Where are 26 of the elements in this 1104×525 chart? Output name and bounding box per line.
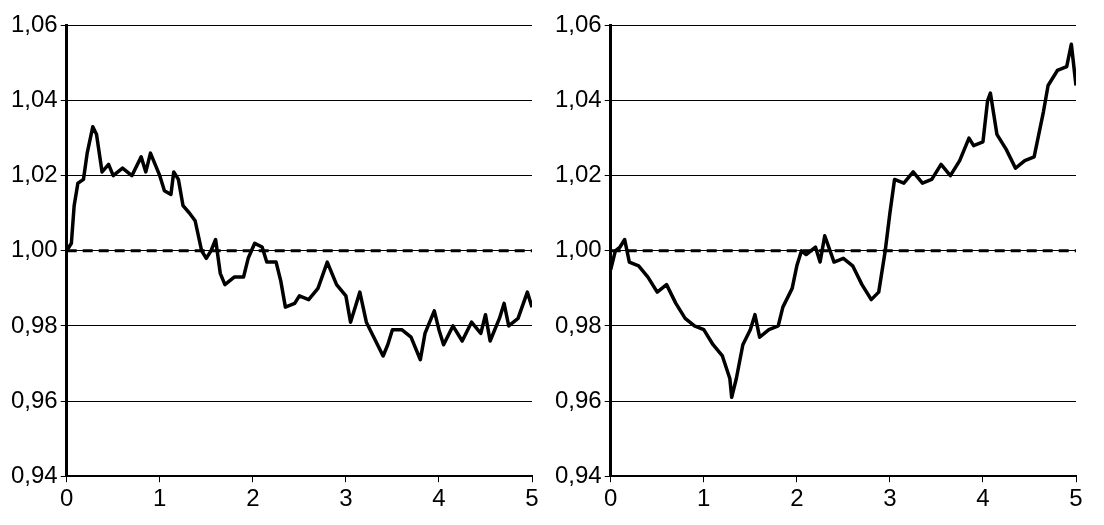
x-tick-label: 1 [697, 484, 711, 512]
x-tick-label: 2 [790, 484, 804, 512]
y-tick-label: 1,04 [10, 85, 58, 113]
y-tick-label: 1,04 [554, 85, 602, 113]
x-tick-label: 3 [339, 484, 353, 512]
x-tick-label: 5 [1069, 484, 1083, 512]
x-tick-label: 0 [60, 484, 74, 512]
x-tick-label: 4 [432, 484, 446, 512]
y-tick-label: 0,98 [554, 310, 602, 338]
x-tick-label: 3 [883, 484, 897, 512]
y-tick-label: 1,06 [10, 10, 58, 38]
y-tick-label: 1,00 [554, 235, 602, 263]
x-tick-label: 0 [604, 484, 618, 512]
x-tick-label: 5 [525, 484, 539, 512]
x-tick-label: 4 [976, 484, 990, 512]
x-tick-label: 2 [246, 484, 260, 512]
y-tick-label: 1,00 [10, 235, 58, 263]
y-tick-label: 1,02 [10, 160, 58, 188]
y-tick-label: 0,96 [10, 385, 58, 413]
y-tick-label: 1,02 [554, 160, 602, 188]
y-tick-label: 0,98 [10, 310, 58, 338]
x-tick-label: 1 [153, 484, 167, 512]
y-tick-label: 0,94 [554, 460, 602, 488]
y-tick-label: 1,06 [554, 10, 602, 38]
y-tick-label: 0,94 [10, 460, 58, 488]
y-tick-label: 0,96 [554, 385, 602, 413]
